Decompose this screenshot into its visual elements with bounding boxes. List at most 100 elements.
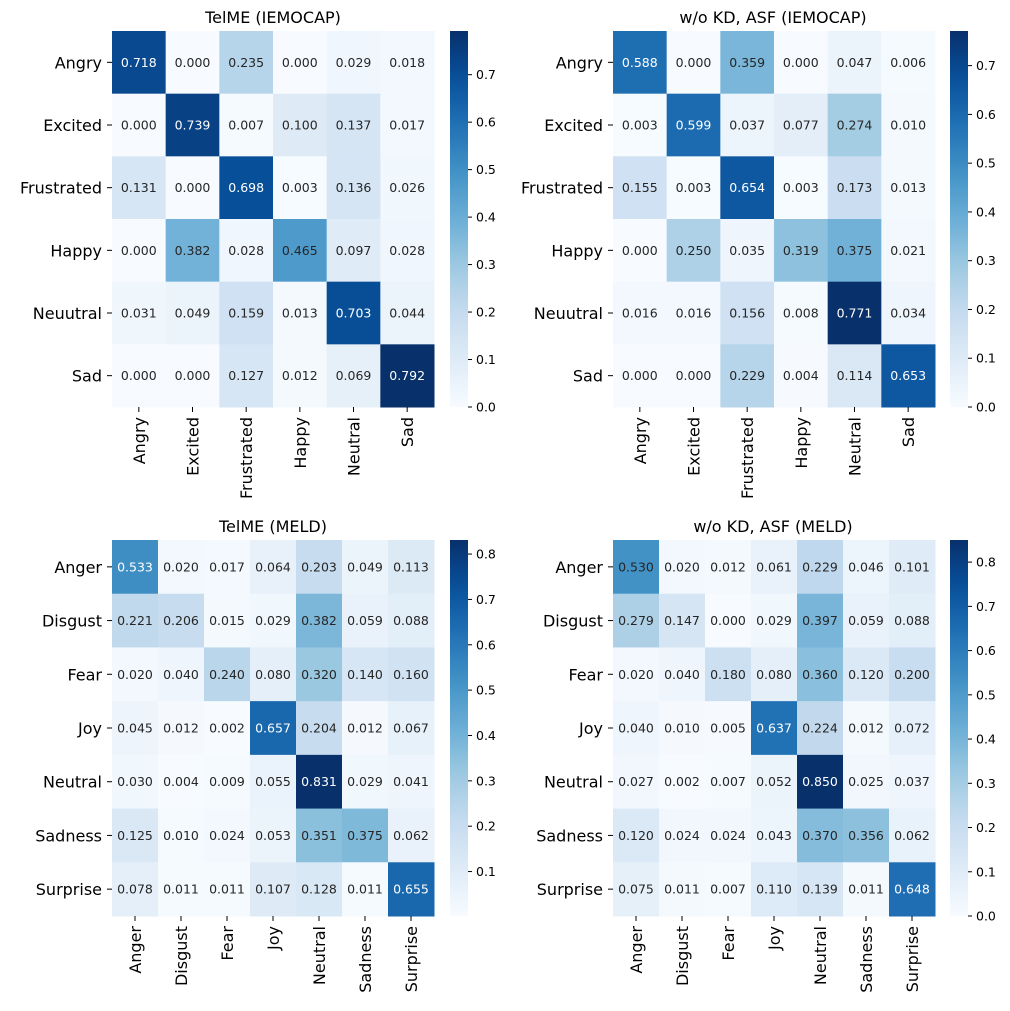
cell-value-label: 0.077 — [783, 118, 819, 133]
colorbar-tick-label: 0.4 — [976, 204, 996, 219]
heatmap-cell — [705, 593, 752, 648]
heatmap-panel-4: w/o KD, ASF (MELD) 0.530 0.020 0.012 0.061 0.… — [536, 517, 996, 993]
cell-value-label: 0.012 — [848, 721, 884, 736]
heatmap-cell — [112, 701, 159, 756]
heatmap-cell — [380, 31, 435, 95]
heatmap-cell — [613, 344, 668, 408]
heatmap-panel-1: TelME (IEMOCAP) 0.718 0.000 0.235 0.000 0.029… — [20, 8, 496, 499]
cell-value-label: 0.137 — [336, 118, 372, 133]
cell-value-label: 0.011 — [848, 882, 884, 897]
heatmap-cell — [380, 93, 435, 157]
cell-value-label: 0.007 — [710, 774, 746, 789]
cell-value-label: 0.080 — [756, 667, 792, 682]
cell-value-label: 0.015 — [209, 613, 245, 628]
cell-value-label: 0.739 — [175, 118, 211, 133]
cell-value-label: 0.397 — [802, 613, 838, 628]
cell-value-label: 0.059 — [347, 613, 383, 628]
chart-title: TelME (MELD) — [218, 517, 327, 536]
cell-value-label: 0.018 — [389, 55, 425, 70]
cell-value-label: 0.034 — [890, 306, 926, 321]
colorbar-tick-label: 0.7 — [476, 592, 496, 607]
cell-value-label: 0.017 — [389, 118, 425, 133]
cell-value-label: 0.053 — [255, 828, 291, 843]
heatmap-cell — [273, 93, 328, 157]
cell-value-label: 0.360 — [802, 667, 838, 682]
cell-value-label: 0.088 — [894, 613, 930, 628]
heatmap-cell — [273, 281, 328, 345]
heatmap-cell — [342, 808, 389, 863]
heatmap-cell — [659, 701, 706, 756]
heatmap-cell — [843, 540, 890, 595]
heatmap-cell — [219, 281, 274, 345]
colorbar-tick-label: 0.1 — [476, 352, 496, 367]
heatmap-cell — [827, 219, 882, 283]
cell-value-label: 0.003 — [783, 180, 819, 195]
heatmap-cell — [112, 156, 167, 220]
cell-value-label: 0.160 — [393, 667, 429, 682]
heatmap-cell — [388, 701, 435, 756]
heatmap-cell — [797, 862, 844, 917]
cell-value-label: 0.043 — [756, 828, 792, 843]
heatmap-cell — [326, 31, 381, 95]
cell-value-label: 0.012 — [347, 721, 383, 736]
heatmap-cell — [204, 540, 251, 595]
heatmap-cell — [705, 701, 752, 756]
cell-value-label: 0.588 — [622, 55, 658, 70]
cell-value-label: 0.204 — [301, 721, 337, 736]
cell-value-label: 0.007 — [710, 882, 746, 897]
heatmap-cell — [843, 862, 890, 917]
cell-value-label: 0.010 — [890, 118, 926, 133]
cell-value-label: 0.003 — [282, 180, 318, 195]
x-tick-label: Angry — [631, 417, 650, 464]
heatmap-cell — [326, 156, 381, 220]
cell-value-label: 0.000 — [121, 243, 157, 258]
cell-value-label: 0.062 — [393, 828, 429, 843]
cell-value-label: 0.088 — [393, 613, 429, 628]
colorbar-tick-label: 0.4 — [476, 728, 496, 743]
heatmap-cell — [843, 647, 890, 702]
heatmap-cell — [219, 344, 274, 408]
heatmap-cell — [751, 540, 798, 595]
cell-value-label: 0.203 — [301, 559, 337, 574]
cell-value-label: 0.012 — [163, 721, 199, 736]
heatmap-cell — [720, 93, 775, 157]
colorbar-tick-label: 0.7 — [976, 58, 996, 73]
cell-value-label: 0.075 — [618, 882, 654, 897]
heatmap-cell — [751, 647, 798, 702]
heatmap-cell — [705, 647, 752, 702]
heatmap-cell — [112, 219, 167, 283]
y-tick-label: Fear — [67, 665, 102, 684]
cell-value-label: 0.120 — [618, 828, 654, 843]
cell-value-label: 0.016 — [622, 306, 658, 321]
y-tick-label: Sadness — [536, 826, 603, 845]
heatmap-cell — [112, 31, 167, 95]
cell-value-label: 0.382 — [175, 243, 211, 258]
heatmap-cell — [204, 862, 251, 917]
heatmap-cell — [296, 754, 343, 810]
cell-value-label: 0.024 — [710, 828, 746, 843]
heatmap-cell — [112, 647, 159, 702]
y-tick-label: Neuutral — [534, 304, 603, 323]
x-tick-label: Anger — [627, 926, 646, 974]
cell-value-label: 0.037 — [894, 774, 930, 789]
cell-value-label: 0.040 — [664, 667, 700, 682]
heatmap-cell — [219, 156, 274, 220]
heatmap-cell — [112, 808, 159, 863]
heatmap-cell — [843, 808, 890, 863]
colorbar-tick-label: 0.5 — [476, 683, 496, 698]
heatmap-cell — [659, 647, 706, 702]
heatmap-cell — [112, 344, 167, 408]
chart-title: TelME (IEMOCAP) — [204, 8, 341, 27]
cell-value-label: 0.031 — [121, 306, 157, 321]
colorbar-tick-label: 0.0 — [476, 400, 496, 415]
heatmap-cell — [342, 647, 389, 702]
heatmap-cell — [219, 219, 274, 283]
heatmap-cell — [250, 862, 297, 917]
heatmap-cell — [613, 808, 660, 863]
heatmap-cell — [388, 593, 435, 648]
heatmap-cell — [659, 593, 706, 648]
cell-value-label: 0.131 — [121, 180, 157, 195]
x-tick-label: Disgust — [673, 926, 692, 986]
heatmap-cell — [342, 701, 389, 756]
y-tick-label: Happy — [551, 241, 603, 260]
